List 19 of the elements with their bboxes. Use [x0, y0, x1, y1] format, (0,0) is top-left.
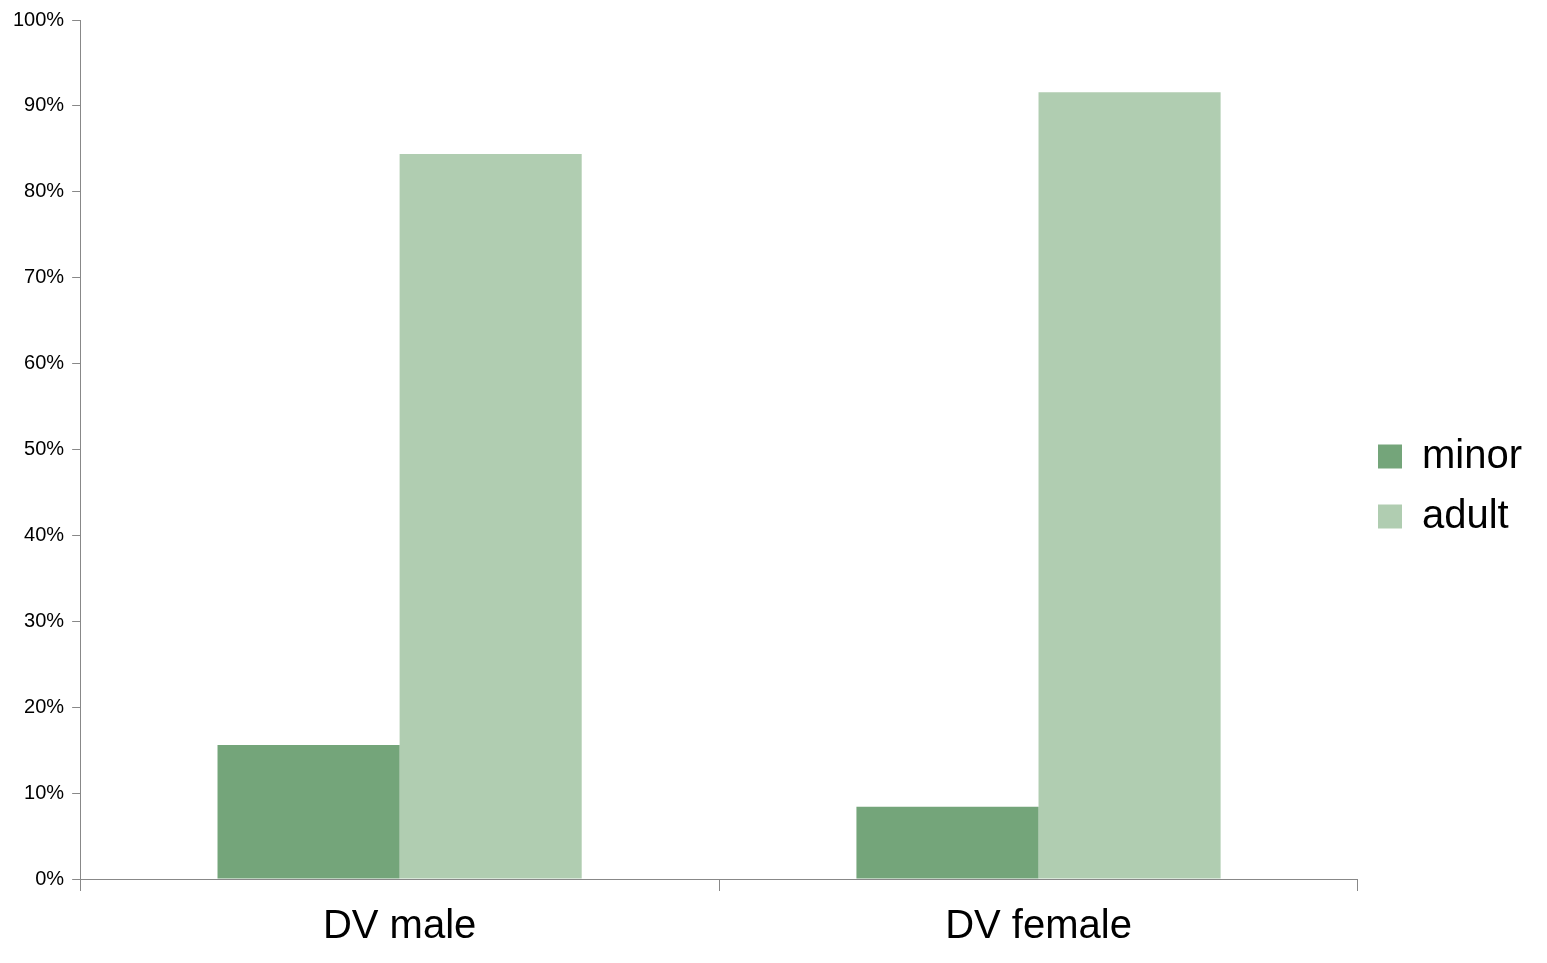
y-tick-label: 60%	[24, 351, 65, 374]
legend-label: adult	[1421, 491, 1509, 536]
x-tick-label: DV female	[945, 902, 1132, 947]
y-tick-label: 30%	[24, 608, 65, 631]
x-tick-label: DV male	[322, 902, 477, 947]
y-tick-label: 80%	[24, 179, 65, 202]
y-tick-label: 10%	[24, 780, 65, 803]
bar	[399, 154, 582, 879]
legend-label: minor	[1421, 431, 1523, 476]
y-tick-label: 50%	[24, 437, 65, 460]
y-tick-label: 20%	[24, 694, 65, 717]
y-tick-label: 70%	[24, 265, 65, 288]
bar	[856, 806, 1039, 879]
y-tick-label: 40%	[24, 522, 65, 545]
y-tick-label: 0%	[35, 866, 65, 889]
y-tick-label: 90%	[24, 93, 65, 116]
bar	[217, 745, 400, 879]
y-tick-label: 100%	[13, 7, 65, 30]
bar	[1038, 92, 1221, 879]
